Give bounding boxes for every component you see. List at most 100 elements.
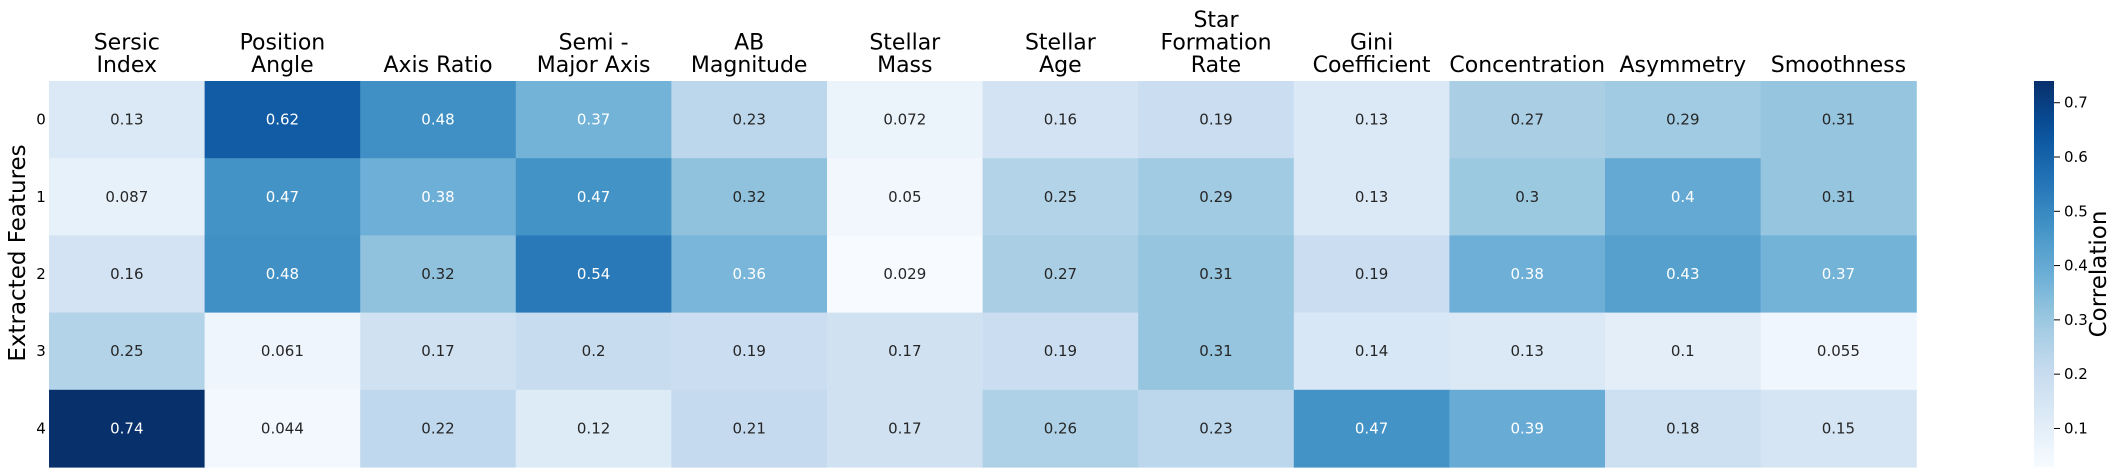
cell-value-label: 0.23 — [1199, 419, 1232, 437]
heatmap-cells: 0.13 0.62 0.48 0.37 0.23 0.072 0.16 0.19 0.13 0.2… — [49, 81, 1917, 468]
cell-value-label: 0.36 — [732, 265, 765, 283]
heatmap-cell — [49, 81, 206, 159]
heatmap-cell — [204, 235, 361, 314]
heatmap-cell — [515, 81, 672, 159]
colorbar-tick-label: 0.3 — [2064, 311, 2088, 329]
heatmap-cell — [204, 81, 361, 159]
cell-value-label: 0.47 — [1355, 419, 1388, 437]
cell-value-label: 0.38 — [421, 188, 454, 206]
cell-value-label: 0.54 — [577, 265, 610, 283]
cell-value-label: 0.48 — [266, 265, 299, 283]
heatmap-cell — [1760, 235, 1917, 314]
cell-value-label: 0.044 — [261, 419, 304, 437]
row-label: 2 — [36, 265, 46, 283]
cell-value-label: 0.13 — [1355, 188, 1388, 206]
cell-value-label: 0.13 — [1355, 111, 1388, 129]
heatmap-cell — [1760, 81, 1917, 159]
cell-value-label: 0.19 — [1355, 265, 1388, 283]
heatmap-cell — [1293, 312, 1450, 391]
cell-value-label: 0.29 — [1666, 111, 1699, 129]
cell-value-label: 0.29 — [1199, 188, 1232, 206]
heatmap-cell — [204, 158, 361, 236]
cell-value-label: 0.48 — [421, 111, 454, 129]
heatmap-cell — [49, 312, 206, 391]
cell-value-label: 0.25 — [110, 342, 143, 360]
heatmap-cell — [671, 81, 828, 159]
heatmap-cell — [360, 312, 517, 391]
cell-value-label: 0.47 — [266, 188, 299, 206]
heatmap-cell — [1293, 81, 1450, 159]
heatmap-cell — [1605, 235, 1762, 314]
row-label: 4 — [36, 419, 46, 437]
cell-value-label: 0.029 — [883, 265, 926, 283]
column-label: Axis Ratio — [383, 53, 492, 78]
colorbar-tick-label: 0.7 — [2064, 94, 2088, 112]
column-label: Stellar Age — [1025, 31, 1097, 79]
heatmap-cell — [1760, 158, 1917, 236]
colorbar: 0.1 0.2 0.3 0.4 0.5 0.6 0.7 Correlation — [2034, 81, 2112, 467]
row-labels: 0 1 2 3 4 — [36, 111, 46, 438]
heatmap-cell — [1449, 312, 1606, 391]
colorbar-title: Correlation — [2086, 211, 2112, 338]
row-label: 3 — [36, 342, 46, 360]
cell-value-label: 0.2 — [582, 342, 606, 360]
heatmap-cell — [1293, 389, 1450, 468]
heatmap-cell — [671, 235, 828, 314]
column-label: AB Magnitude — [691, 31, 808, 79]
heatmap-cell — [1138, 235, 1295, 314]
heatmap-cell — [827, 235, 984, 314]
heatmap-cell — [671, 158, 828, 236]
cell-value-label: 0.74 — [110, 419, 143, 437]
column-labels: Sersic Index Position Angle Axis Ratio Semi -… — [94, 8, 1906, 78]
heatmap-cell — [515, 158, 672, 236]
column-label: Smoothness — [1771, 53, 1906, 78]
colorbar-ticks: 0.1 0.2 0.3 0.4 0.5 0.6 0.7 — [2054, 94, 2088, 437]
cell-value-label: 0.31 — [1822, 111, 1855, 129]
colorbar-tick-label: 0.6 — [2064, 148, 2088, 166]
cell-value-label: 0.32 — [732, 188, 765, 206]
heatmap-cell — [1760, 389, 1917, 468]
heatmap-cell — [1449, 235, 1606, 314]
heatmap-cell — [49, 158, 206, 236]
heatmap-cell — [360, 235, 517, 314]
heatmap-cell — [49, 389, 206, 468]
cell-value-label: 0.25 — [1044, 188, 1077, 206]
heatmap-cell — [360, 81, 517, 159]
cell-value-label: 0.62 — [266, 111, 299, 129]
heatmap-cell — [1760, 312, 1917, 391]
heatmap-cell — [1293, 158, 1450, 236]
cell-value-label: 0.17 — [888, 342, 921, 360]
column-label: Sersic Index — [94, 31, 160, 79]
cell-value-label: 0.14 — [1355, 342, 1388, 360]
heatmap-cell — [204, 389, 361, 468]
column-label: Concentration — [1449, 53, 1605, 78]
heatmap-cell — [982, 81, 1139, 159]
heatmap-cell — [827, 158, 984, 236]
cell-value-label: 0.43 — [1666, 265, 1699, 283]
heatmap-cell — [827, 312, 984, 391]
cell-value-label: 0.37 — [1822, 265, 1855, 283]
heatmap-cell — [515, 312, 672, 391]
cell-value-label: 0.4 — [1671, 188, 1695, 206]
column-label: Semi -Major Axis — [537, 31, 651, 79]
cell-value-label: 0.19 — [1044, 342, 1077, 360]
colorbar-gradient — [2034, 81, 2054, 467]
cell-value-label: 0.39 — [1510, 419, 1543, 437]
heatmap-cell — [1293, 235, 1450, 314]
cell-value-label: 0.31 — [1822, 188, 1855, 206]
colorbar-tick-label: 0.2 — [2064, 365, 2088, 383]
cell-value-label: 0.16 — [1044, 111, 1077, 129]
cell-value-label: 0.37 — [577, 111, 610, 129]
colorbar-tick-label: 0.5 — [2064, 202, 2088, 220]
cell-value-label: 0.27 — [1510, 111, 1543, 129]
column-label: Position Angle — [240, 31, 326, 79]
cell-value-label: 0.26 — [1044, 419, 1077, 437]
cell-value-label: 0.18 — [1666, 419, 1699, 437]
cell-value-label: 0.17 — [421, 342, 454, 360]
cell-value-label: 0.23 — [732, 111, 765, 129]
column-label: Stellar Mass — [869, 31, 941, 79]
heatmap-cell — [982, 158, 1139, 236]
heatmap-cell — [982, 389, 1139, 468]
heatmap-cell — [1605, 158, 1762, 236]
